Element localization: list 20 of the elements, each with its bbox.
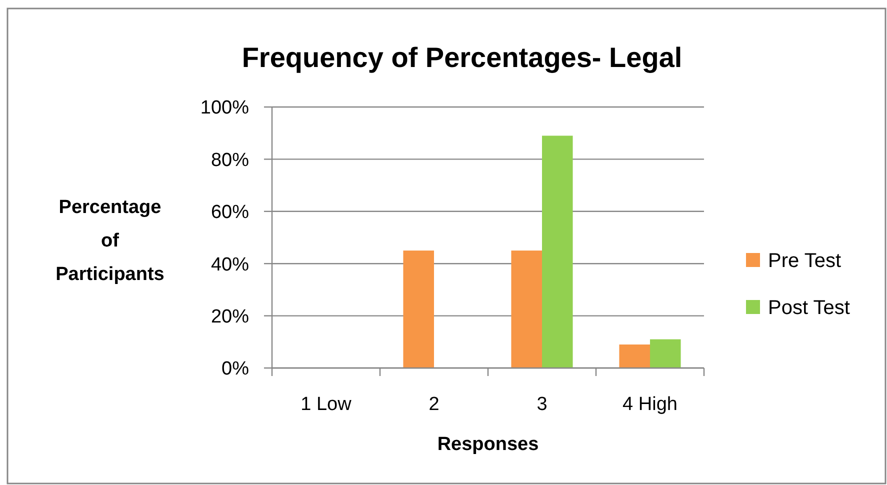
y-axis-title: Percentage of Participants bbox=[56, 197, 164, 285]
x-tick-label: 1 Low bbox=[300, 394, 352, 415]
bar bbox=[403, 250, 434, 368]
bar bbox=[619, 344, 650, 368]
bar bbox=[650, 339, 681, 368]
bar bbox=[542, 136, 573, 368]
x-tick-label: 2 bbox=[428, 394, 440, 415]
x-axis-title: Responses bbox=[437, 434, 539, 455]
legend-label: Post Test bbox=[768, 297, 850, 319]
x-tick-label: 4 High bbox=[622, 394, 678, 415]
y-tick-label: 60% bbox=[210, 202, 250, 224]
bar bbox=[511, 250, 542, 368]
legend-label: Pre Test bbox=[768, 250, 842, 272]
chart-title: Frequency of Percentages- Legal bbox=[242, 42, 682, 73]
y-tick-label: 0% bbox=[222, 358, 250, 380]
x-tick-label: 3 bbox=[536, 394, 548, 415]
y-tick-label: 20% bbox=[210, 306, 250, 328]
y-tick-label: 40% bbox=[210, 254, 250, 276]
y-tick-label: 80% bbox=[210, 150, 250, 171]
y-tick-label: 100% bbox=[200, 98, 250, 119]
